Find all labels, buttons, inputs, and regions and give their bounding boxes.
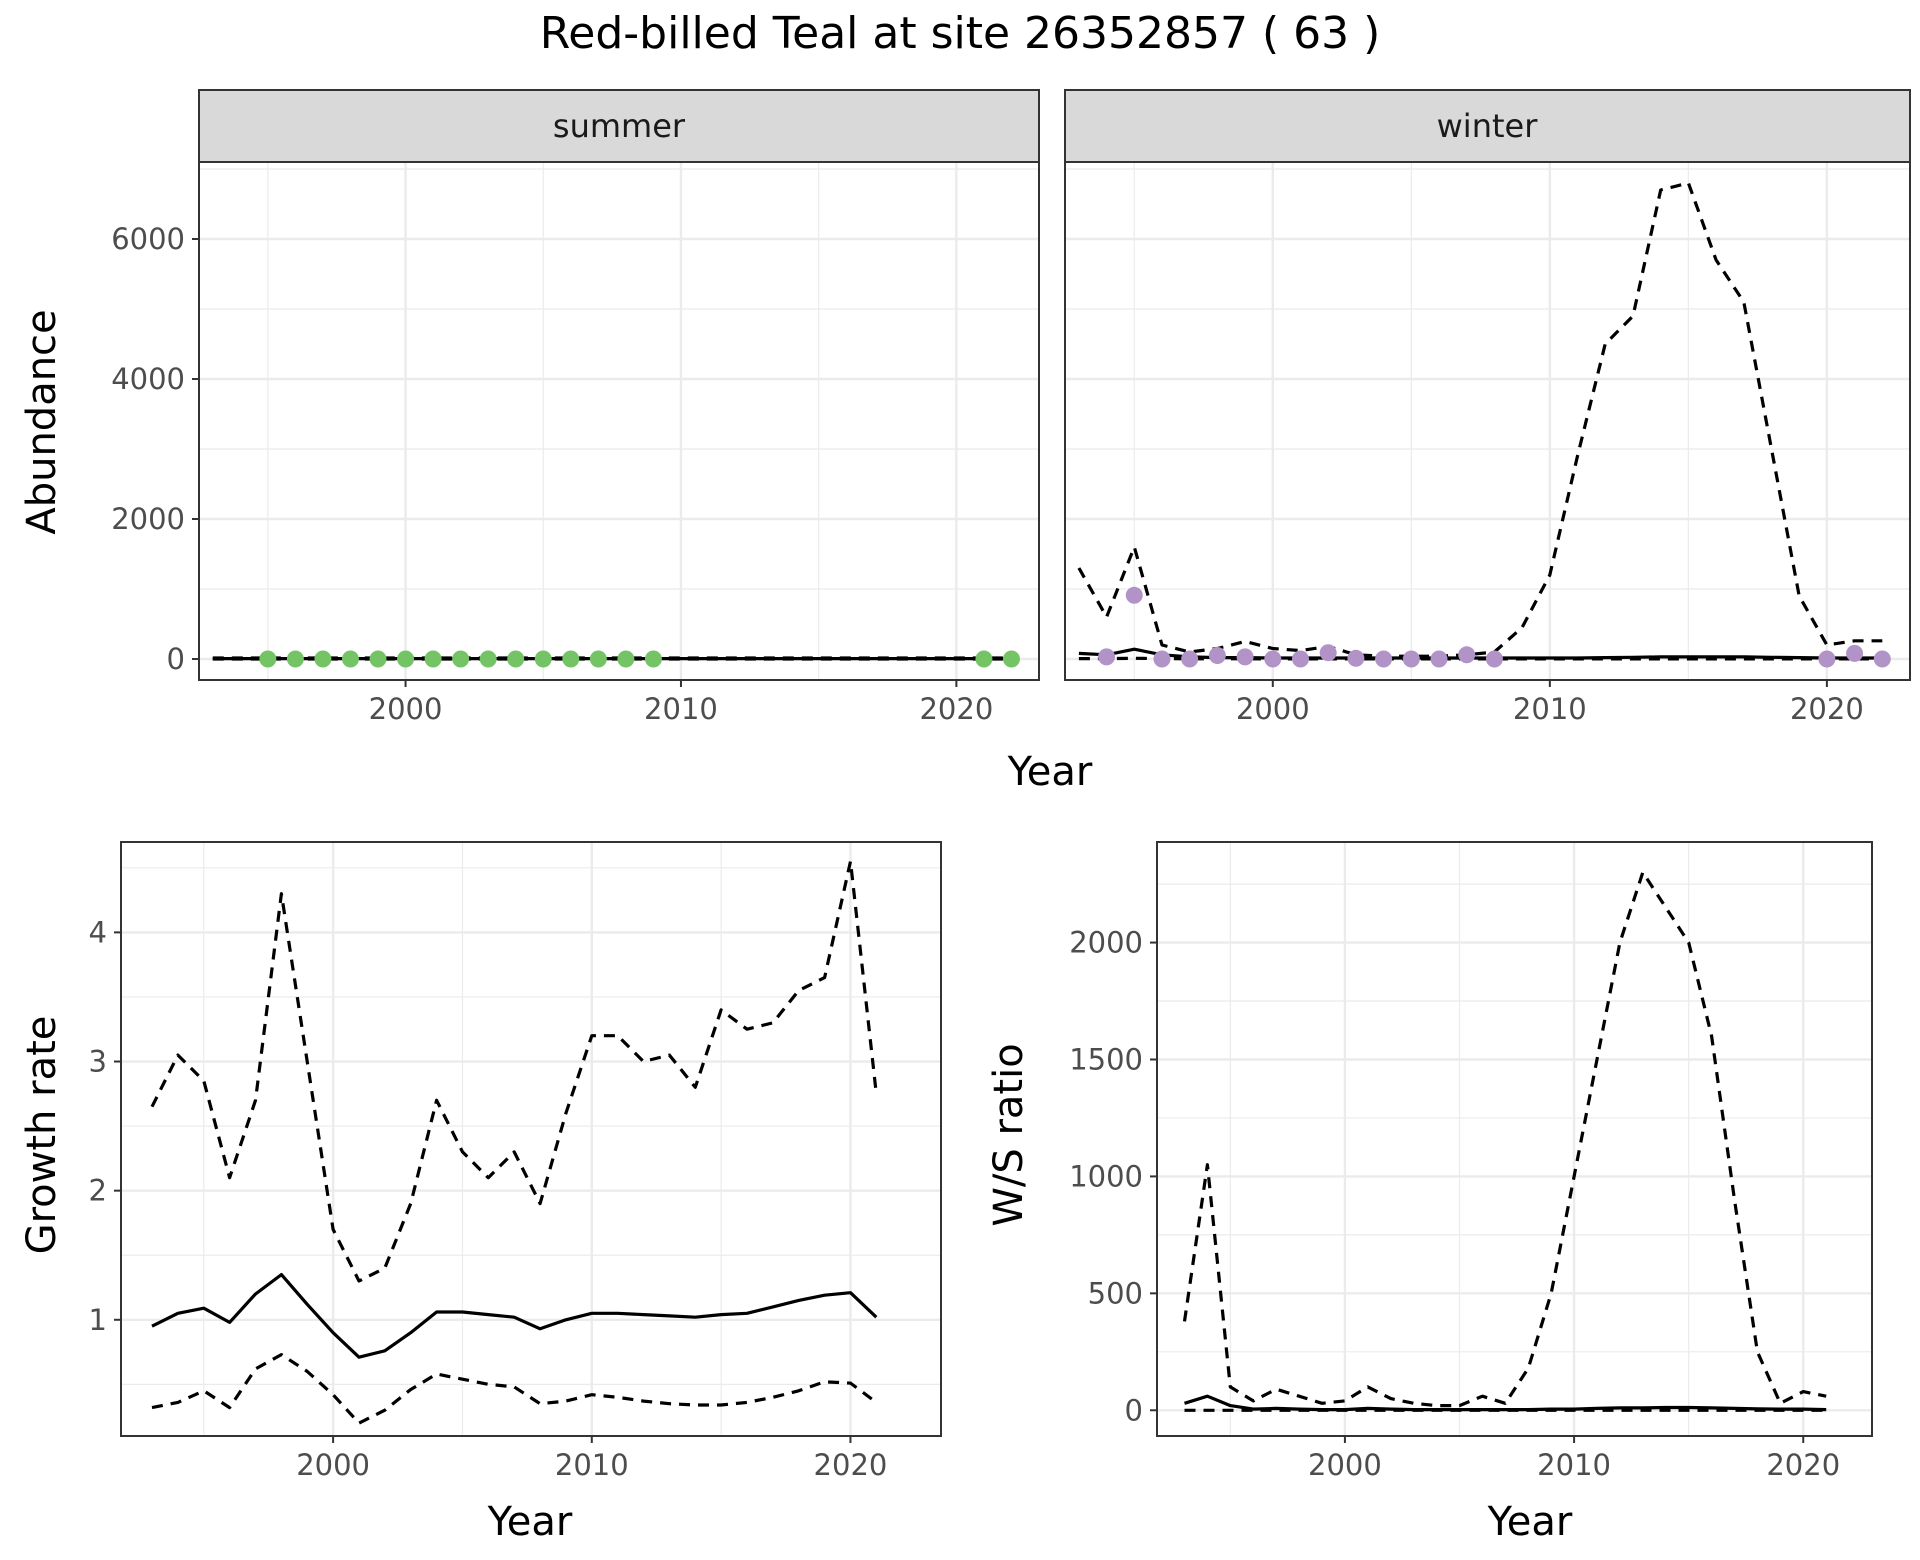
- x-tick-label: 2010: [1537, 1448, 1611, 1482]
- data-point: [286, 650, 304, 668]
- data-point: [534, 650, 552, 668]
- plot-area-background: [1065, 162, 1910, 680]
- data-point: [1153, 650, 1171, 668]
- figure-title: Red-billed Teal at site 26352857 ( 63 ): [540, 8, 1381, 59]
- data-point: [617, 650, 635, 668]
- y-tick-label: 2: [89, 1174, 107, 1208]
- series-group: [1182, 870, 1827, 1412]
- x-tick-label: 2010: [644, 692, 718, 726]
- x-tick-label: 2000: [369, 692, 443, 726]
- abundance-y-axis-title: Abundance: [19, 309, 65, 534]
- panel-border: [1156, 841, 1873, 1437]
- panel-winter: winter 2000 2010 2020: [1064, 89, 1911, 726]
- y-tick-label: 6000: [111, 222, 185, 256]
- y-tick-label: 3: [89, 1045, 107, 1079]
- x-tick-label: 2000: [296, 1448, 370, 1482]
- data-point: [589, 650, 607, 668]
- y-tick-label: 4: [89, 915, 107, 949]
- series-group: [1077, 181, 1891, 668]
- x-tick-label: 2010: [555, 1448, 629, 1482]
- data-point: [1430, 650, 1448, 668]
- panel-summer: summer 2000 2010 2020 0 2000 4000 6000: [111, 89, 1040, 726]
- data-point: [259, 650, 277, 668]
- strip-label-winter: winter: [1437, 107, 1539, 145]
- data-point: [1208, 647, 1226, 664]
- data-point: [1818, 650, 1836, 668]
- x-tick-label: 2000: [1308, 1448, 1382, 1482]
- data-point: [1291, 650, 1309, 668]
- panel-border: [120, 841, 942, 1437]
- y-tick-label: 0: [1125, 1393, 1143, 1427]
- data-point: [369, 650, 387, 668]
- plot-area-background: [1157, 842, 1872, 1436]
- panel-ws-ratio: 2000 2010 2020 0 500 1000 1500 2000: [1069, 841, 1873, 1482]
- data-point: [1125, 586, 1143, 604]
- data-point: [1375, 650, 1393, 668]
- x-tick-label: 2020: [1790, 692, 1864, 726]
- strip-summer: [198, 89, 1040, 163]
- panel-growth-rate: 2000 2010 2020 1 2 3 4: [89, 841, 942, 1482]
- x-tick-label: 2010: [1513, 692, 1587, 726]
- x-tick-label: 2020: [919, 692, 993, 726]
- data-point: [1485, 650, 1503, 668]
- growth-y-axis-title: Growth rate: [19, 1016, 65, 1255]
- y-tick-label: 1: [89, 1303, 107, 1337]
- x-tick-label: 2000: [1236, 692, 1310, 726]
- data-point: [1458, 646, 1476, 664]
- data-point: [1319, 644, 1337, 662]
- strip-label-summer: summer: [553, 107, 686, 145]
- data-point: [1236, 648, 1254, 666]
- y-tick-label: 1500: [1069, 1042, 1143, 1076]
- y-tick-label: 4000: [111, 362, 185, 396]
- x-tick-label: 2020: [814, 1448, 888, 1482]
- x-tick-label: 2020: [1766, 1448, 1840, 1482]
- plot-area-background: [121, 842, 941, 1436]
- panel-border: [1064, 161, 1911, 681]
- ws-x-axis-title: Year: [1487, 1499, 1573, 1545]
- data-point: [1264, 650, 1282, 668]
- data-point: [1098, 648, 1116, 666]
- data-point: [562, 650, 580, 668]
- plot-area-background: [199, 162, 1039, 680]
- data-point: [1846, 644, 1864, 662]
- panel-border: [198, 161, 1040, 681]
- y-tick-label: 1000: [1069, 1159, 1143, 1193]
- data-point: [452, 650, 470, 668]
- data-point: [341, 650, 359, 668]
- series-group: [150, 859, 878, 1425]
- data-point: [479, 650, 497, 668]
- series-line-estimate: [1184, 1394, 1827, 1412]
- y-tick-label: 2000: [111, 502, 185, 536]
- series-line-bound: [1182, 870, 1827, 1408]
- series-group: [212, 650, 1020, 668]
- growth-x-axis-title: Year: [487, 1499, 573, 1545]
- data-point: [1347, 649, 1365, 667]
- series-line-bound: [150, 859, 878, 1283]
- y-tick-label: 2000: [1069, 926, 1143, 960]
- data-point: [1402, 650, 1420, 668]
- data-point: [644, 650, 662, 668]
- series-line-estimate: [151, 1273, 878, 1359]
- data-point: [314, 650, 332, 668]
- data-point: [1181, 650, 1199, 668]
- abundance-x-axis-title: Year: [1007, 749, 1093, 795]
- data-point: [1002, 650, 1020, 668]
- y-tick-label: 500: [1088, 1276, 1143, 1310]
- series-line-bound: [151, 1353, 878, 1425]
- data-point: [424, 650, 442, 668]
- data-point: [975, 650, 993, 668]
- data-point: [1873, 650, 1891, 668]
- data-point: [507, 650, 525, 668]
- ws-y-axis-title: W/S ratio: [986, 1043, 1032, 1226]
- y-tick-label: 0: [167, 642, 185, 676]
- data-point: [397, 650, 415, 668]
